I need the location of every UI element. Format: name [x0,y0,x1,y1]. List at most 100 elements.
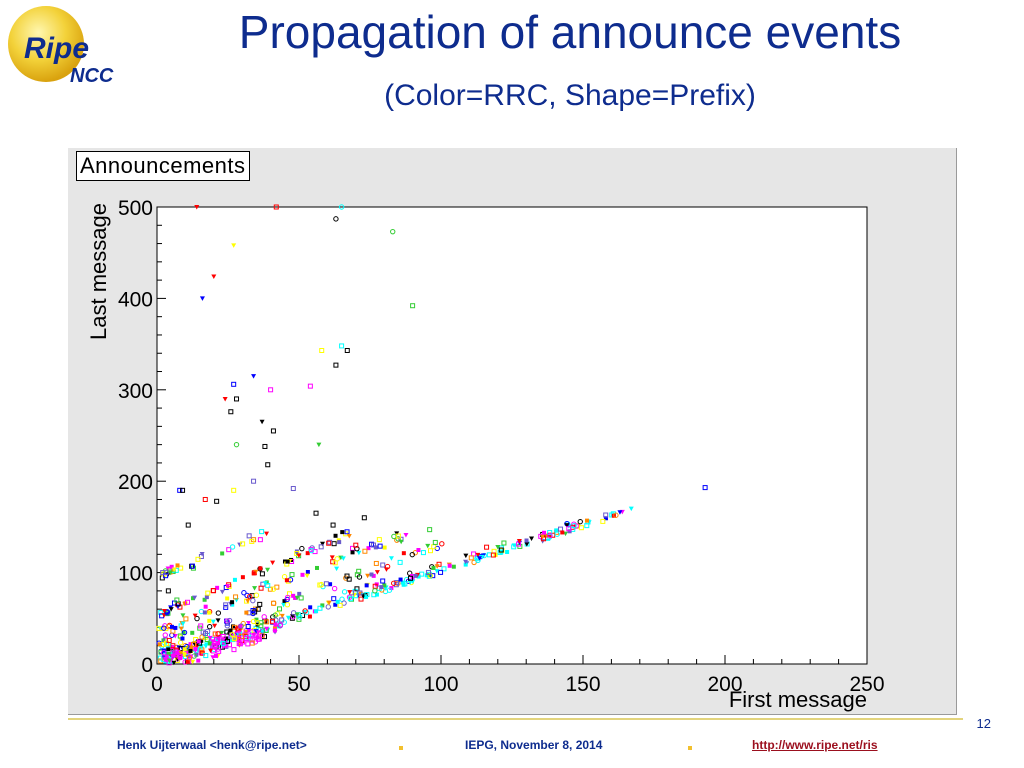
data-point-square [214,498,220,504]
data-point-square [554,528,559,533]
data-point-square [333,602,338,607]
data-point-square [566,526,572,532]
data-point-square [249,538,255,544]
data-point-square [374,592,379,597]
data-point-triangle [164,654,170,660]
footer-bullet [688,746,692,750]
data-point-circle [250,610,256,617]
data-point-triangle [564,523,570,528]
footer: Henk Uijterwaal <henk@ripe.net> IEPG, No… [0,738,1024,758]
data-point-triangle [511,543,517,548]
data-point-square [231,638,236,643]
data-point-square [203,653,209,659]
data-point-square [560,530,565,535]
data-point-square [224,636,229,641]
x-tick-label: 150 [565,673,600,696]
data-point-square [170,628,176,634]
data-point-triangle [356,550,362,556]
data-point-circle [254,620,261,626]
data-point-triangle [264,626,270,632]
y-tick-label: 200 [118,471,153,494]
data-point-square [371,573,376,578]
data-point-triangle [210,619,216,625]
data-point-square [234,396,240,402]
data-point-square [408,575,414,581]
data-point-square [228,628,233,633]
data-point-triangle [374,570,380,575]
data-point-square [424,573,429,578]
data-point-triangle [210,639,216,644]
data-point-square [213,653,218,658]
data-point-square [215,585,220,590]
data-point-triangle [326,600,332,606]
data-point-square [468,555,474,561]
data-point-square [332,560,338,566]
data-point-square [202,610,207,615]
data-point-triangle [425,543,431,549]
data-point-circle [238,623,244,629]
data-point-square [389,586,394,591]
data-point-triangle [617,510,623,515]
data-point-square [189,645,194,650]
data-point-circle [261,614,267,620]
data-point-square [379,585,384,590]
data-point-square [326,540,332,546]
data-point-square [231,381,237,387]
data-point-triangle [219,589,225,595]
data-point-triangle [167,570,173,576]
data-point-square [289,572,295,578]
data-point-triangle [265,567,271,573]
data-point-square [339,343,345,349]
data-point-triangle [171,567,177,572]
data-point-square [245,623,251,629]
data-point-triangle [222,396,228,402]
footer-link[interactable]: http://www.ripe.net/ris [752,738,878,752]
data-point-square [232,577,237,582]
data-point-square [369,572,374,577]
data-point-square [196,639,201,644]
data-point-triangle [190,659,196,665]
data-point-square [305,551,310,556]
data-point-square [256,634,262,640]
data-point-square [380,562,386,568]
data-point-square [259,571,265,577]
data-point-square [163,573,169,579]
data-point-square [258,566,263,571]
data-point-triangle [434,564,440,569]
data-point-triangle [166,658,172,664]
data-point-triangle [347,590,353,595]
data-point-square [358,596,364,602]
data-point-square [223,602,229,608]
data-point-square [223,604,229,610]
data-point-square [247,633,253,639]
data-point-square [585,518,590,523]
data-point-square [702,485,708,491]
data-point-square [231,624,236,629]
data-point-square [265,462,271,468]
data-point-triangle [259,629,265,635]
data-point-square [236,641,242,647]
data-point-square [224,629,230,635]
data-point-square [284,578,289,583]
data-point-square [268,387,274,393]
data-point-square [181,630,186,635]
data-point-circle [184,643,190,650]
data-point-circle [554,531,560,537]
data-point-square [253,632,259,638]
data-point-triangle [199,552,205,557]
data-point-square [265,583,271,589]
data-point-square [199,644,204,649]
data-point-square [307,614,312,619]
data-point-square [340,530,345,535]
x-tick-label: 100 [423,673,458,696]
data-point-circle [386,587,393,593]
logo-sun [8,6,84,82]
data-point-circle [284,601,291,608]
data-point-square [308,605,313,610]
data-point-square [180,636,185,641]
data-point-square [170,643,176,649]
data-point-square [228,633,234,639]
data-point-square [331,596,337,602]
x-tick-label: 200 [707,673,742,696]
data-point-square [307,383,313,389]
